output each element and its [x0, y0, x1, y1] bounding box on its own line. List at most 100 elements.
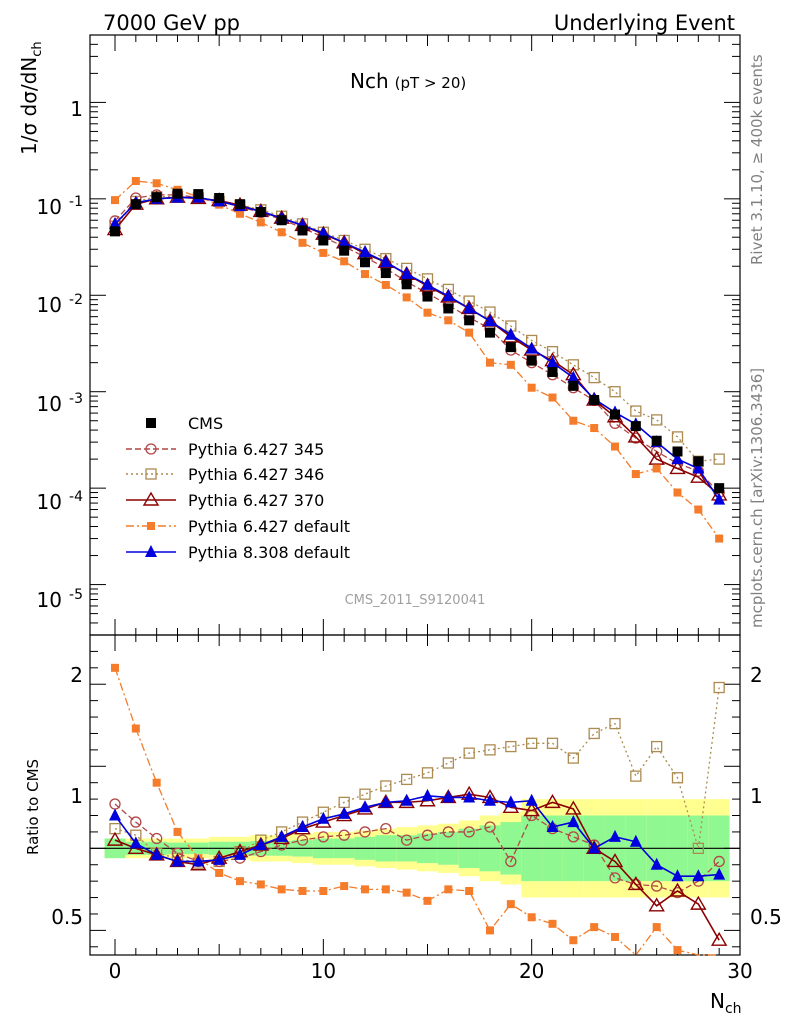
main-title: Nch (pT > 20)	[350, 69, 466, 93]
x-axis-label-sub: ch	[725, 1001, 742, 1017]
x-tick-label: 0	[109, 959, 122, 983]
axis-ticks: 0 10 20 30	[90, 34, 753, 983]
point-cms	[714, 483, 725, 494]
ratio-point-p6def	[611, 932, 619, 941]
ratio-point-p345	[130, 816, 142, 828]
ratio-point-p346	[463, 747, 475, 759]
ratio-point-p8def	[379, 795, 392, 808]
point-p6def	[444, 316, 453, 325]
legend-entry-p345: Pythia 6.427 345	[126, 440, 324, 459]
ytick-label-0p01: 10 -2	[37, 292, 83, 317]
ratio-point-p8def	[546, 820, 559, 832]
point-p6def	[361, 270, 369, 279]
legend-marker-p345	[145, 443, 157, 455]
main-series-layer	[106, 177, 728, 543]
point-p8def	[463, 301, 476, 314]
point-p8def	[525, 341, 538, 354]
ratio-point-p345	[505, 855, 517, 868]
point-p6def	[340, 257, 349, 266]
ratio-point-p8def	[234, 847, 246, 860]
legend-entry-p6def: Pythia 6.427 default	[126, 517, 350, 536]
ratio-point-p346	[526, 737, 538, 749]
x-axis-label: Nch	[710, 989, 742, 1017]
point-p8def	[379, 255, 392, 268]
ratio-point-p6def	[256, 880, 265, 889]
ratio-point-p346	[713, 681, 725, 694]
point-p6def	[569, 416, 578, 425]
ratio-point-p370	[710, 931, 728, 946]
point-p8def	[504, 327, 517, 340]
ratio-point-p345	[317, 831, 329, 843]
x-tick-label: 30	[727, 959, 752, 983]
legend-label-cms: CMS	[188, 414, 223, 433]
x-tick-label: 10	[311, 959, 336, 983]
point-cms	[276, 215, 287, 226]
ratio-point-p346	[588, 727, 600, 740]
point-p6def	[111, 196, 119, 205]
main-title-sub: (pT > 20)	[395, 74, 467, 92]
ratio-y-tick-labels: 0.5 1 2 0.5 1 2	[51, 663, 782, 929]
legend-label-p6def: Pythia 6.427 default	[188, 517, 350, 536]
header-right: Underlying Event	[554, 11, 735, 35]
ratio-point-p8def	[525, 793, 538, 806]
ratio-point-p370	[669, 882, 686, 897]
ratio-point-p370	[523, 802, 540, 817]
side-mcplots-label: mcplots.cern.ch [arXiv:1306.3436]	[748, 368, 766, 628]
legend-marker-p346	[145, 468, 157, 480]
x-axis-label-main: N	[710, 989, 725, 1013]
main-title-main: Nch	[350, 69, 389, 93]
point-cms	[693, 456, 704, 467]
ratio-point-p8def	[609, 829, 621, 842]
ytick-label-0p1-base: 10	[37, 195, 62, 219]
ratio-point-p6def	[506, 900, 515, 909]
ratio-point-p345	[401, 834, 413, 846]
legend-label-p370: Pythia 6.427 370	[188, 491, 324, 510]
series-line-p6def	[114, 180, 720, 539]
main-y-axis-label-main: 1/σ dσ/dN	[17, 57, 41, 155]
ratio-point-p6def	[444, 885, 453, 894]
point-cms	[630, 421, 641, 432]
ratio-point-p6def	[486, 926, 494, 935]
ratio-point-p8def	[296, 820, 309, 832]
point-cms	[151, 192, 162, 203]
ytick-label-0p1: 10 -1	[37, 194, 83, 219]
ratio-point-p8def	[338, 806, 351, 819]
point-p8def	[109, 216, 121, 229]
ytick-label-1e-4: 10 -4	[37, 489, 84, 514]
ratio-point-p346	[401, 773, 413, 786]
ratio-ytick-left-0p5: 0.5	[51, 905, 83, 929]
ratio-point-p345	[151, 832, 163, 845]
point-p346	[630, 405, 642, 417]
ratio-point-p346	[359, 788, 371, 800]
point-p8def	[359, 245, 371, 258]
point-cms	[193, 189, 204, 200]
ratio-point-p6def	[111, 663, 119, 672]
legend-marker-p6def	[147, 522, 155, 530]
ratio-point-p370	[544, 793, 561, 809]
point-p370	[669, 460, 686, 475]
point-cms	[401, 279, 412, 290]
point-p8def	[713, 492, 726, 505]
x-tick-label: 20	[519, 959, 544, 983]
ratio-point-p370	[606, 853, 624, 868]
ytick-label-1e-5-exp: -5	[69, 587, 83, 603]
ytick-label-1e-4-exp: -4	[69, 489, 83, 505]
side-rivet-label: Rivet 3.1.10, ≥ 400k events	[748, 54, 766, 265]
point-p6def	[715, 534, 724, 543]
ytick-label-0p001-exp: -3	[69, 391, 83, 407]
ratio-point-p345	[651, 880, 663, 892]
point-p6def	[506, 360, 515, 369]
ytick-label-1e-4-base: 10	[37, 490, 62, 514]
point-cms	[672, 446, 683, 457]
point-cms	[443, 303, 454, 314]
ytick-label-1: 1	[70, 97, 83, 121]
legend-entry-p370: Pythia 6.427 370	[126, 491, 324, 510]
ratio-point-p345	[296, 834, 309, 846]
point-p6def	[631, 470, 640, 479]
ratio-point-p6def	[152, 778, 161, 787]
point-p346	[651, 414, 663, 426]
ratio-point-p8def	[588, 841, 601, 854]
point-p8def	[400, 267, 413, 280]
point-cms	[318, 235, 329, 246]
ratio-point-p8def	[213, 852, 226, 865]
